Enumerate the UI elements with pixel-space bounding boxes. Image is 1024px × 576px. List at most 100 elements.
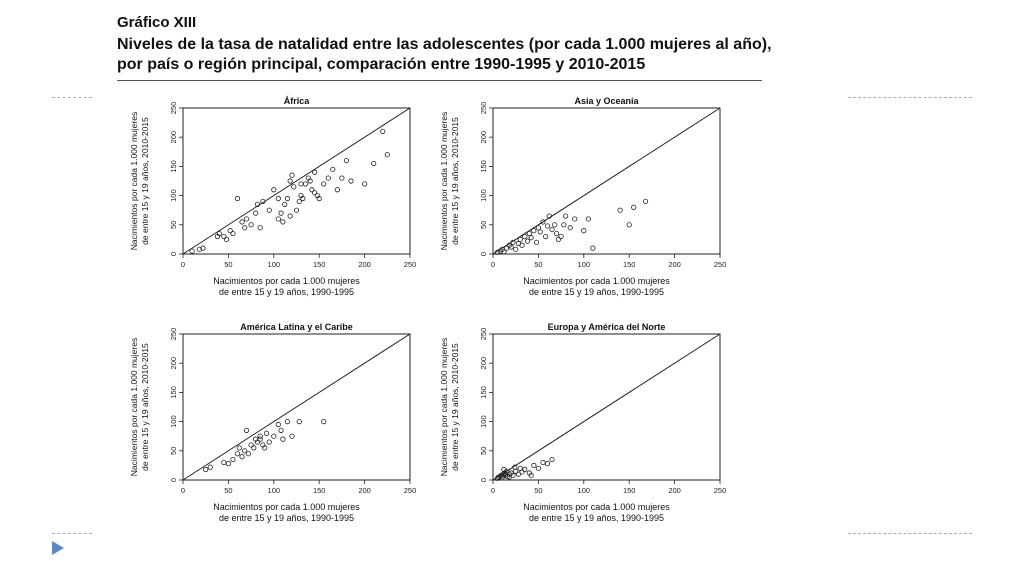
- data-point: [307, 178, 313, 184]
- x-tick-label: 250: [714, 486, 727, 495]
- data-point: [522, 466, 528, 473]
- reference-line-y-equals-x: [492, 333, 721, 481]
- data-point: [531, 462, 537, 468]
- data-point: [526, 230, 532, 237]
- data-point: [519, 469, 525, 475]
- data-point: [216, 230, 222, 237]
- data-point: [533, 239, 540, 245]
- x-tick-label: 200: [668, 260, 681, 269]
- data-point: [330, 166, 336, 172]
- data-point: [287, 178, 293, 184]
- y-tick-label: 0: [479, 252, 488, 256]
- y-tick-label: 150: [479, 386, 488, 399]
- data-point: [543, 233, 549, 240]
- y-tick-label: 200: [479, 357, 488, 370]
- data-point: [248, 442, 254, 448]
- data-point: [260, 198, 266, 205]
- y-tick-label: 200: [169, 357, 178, 370]
- data-point: [528, 472, 534, 478]
- y-tick-label: 50: [169, 221, 178, 229]
- plot-frame: [492, 333, 721, 481]
- reference-line-y-equals-x: [182, 107, 411, 255]
- data-point: [262, 445, 268, 451]
- data-point: [561, 222, 567, 228]
- y-tick-label: 250: [479, 328, 488, 341]
- x-tick-label: 250: [404, 260, 417, 269]
- next-slide-arrow-icon[interactable]: [52, 541, 64, 555]
- x-axis-label: Nacimientos por cada 1.000 mujeres: [523, 276, 670, 286]
- data-point: [506, 474, 512, 480]
- y-tick-label: 0: [169, 252, 178, 256]
- y-tick-label: 100: [169, 189, 178, 202]
- data-point: [519, 242, 525, 248]
- plot-frame: [492, 107, 721, 255]
- y-tick-label: 250: [169, 328, 178, 341]
- dashed-divider: [848, 97, 972, 98]
- data-point: [266, 207, 272, 213]
- data-point: [280, 219, 286, 225]
- data-point: [343, 157, 350, 164]
- data-point: [321, 181, 327, 187]
- x-tick-label: 100: [578, 486, 591, 495]
- data-point: [284, 418, 291, 425]
- data-point: [203, 466, 209, 473]
- data-point: [257, 225, 263, 231]
- data-point: [321, 418, 327, 425]
- data-point: [242, 225, 248, 231]
- chart-panel-2: Asia y Oceanía 0 50 100 150 200 250 0 50 100 150 20…: [439, 96, 726, 297]
- data-point: [291, 184, 297, 190]
- chart-title: África: [284, 96, 311, 106]
- data-point: [544, 461, 551, 467]
- x-tick-label: 100: [268, 260, 281, 269]
- y-axis-label: de entre 15 y 19 años, 2010-2015: [450, 117, 460, 245]
- dashed-divider: [52, 97, 92, 98]
- y-tick-label: 50: [479, 221, 488, 229]
- data-point: [239, 219, 245, 225]
- data-point: [339, 175, 345, 181]
- x-tick-label: 150: [623, 486, 636, 495]
- data-point: [275, 195, 281, 202]
- data-point: [535, 465, 542, 471]
- data-point: [243, 427, 250, 433]
- x-tick-label: 0: [491, 486, 495, 495]
- data-point: [371, 160, 377, 167]
- data-point: [257, 436, 263, 442]
- y-axis-label: Nacimientos por cada 1.000 mujeres: [129, 338, 139, 476]
- y-axis-label: Nacimientos por cada 1.000 mujeres: [439, 338, 449, 476]
- x-tick-label: 250: [404, 486, 417, 495]
- y-axis-label: de entre 15 y 19 años, 2010-2015: [140, 343, 150, 471]
- plot-frame: [182, 333, 411, 481]
- data-point: [312, 169, 318, 175]
- chart-panel-4: Europa y América del Norte 0 50 100 150 200 25…: [439, 322, 726, 523]
- data-point: [200, 245, 206, 251]
- y-tick-label: 150: [169, 386, 178, 399]
- data-point: [298, 181, 304, 187]
- data-point: [504, 468, 510, 474]
- data-point: [572, 216, 578, 222]
- data-point: [312, 190, 318, 196]
- x-tick-label: 150: [313, 486, 326, 495]
- data-point: [540, 459, 546, 466]
- y-tick-label: 100: [479, 415, 488, 428]
- data-point: [384, 152, 390, 158]
- data-point: [504, 245, 510, 251]
- data-point: [631, 204, 637, 210]
- data-point: [230, 230, 236, 237]
- data-point: [282, 201, 288, 207]
- data-point: [245, 451, 251, 457]
- data-point: [563, 213, 569, 219]
- data-point: [515, 471, 522, 477]
- data-point: [275, 421, 281, 428]
- x-axis-label: Nacimientos por cada 1.000 mujeres: [213, 502, 360, 512]
- x-axis-label: de entre 15 y 19 años, 1990-1995: [219, 513, 354, 523]
- data-point: [225, 461, 231, 467]
- chart-title: Asia y Oceanía: [574, 96, 639, 106]
- y-tick-label: 50: [169, 447, 178, 455]
- x-tick-label: 200: [358, 486, 371, 495]
- data-point: [626, 222, 632, 228]
- x-tick-label: 50: [224, 486, 232, 495]
- data-point: [296, 198, 302, 205]
- x-axis-label: de entre 15 y 19 años, 1990-1995: [219, 287, 354, 297]
- data-point: [248, 222, 254, 228]
- data-point: [189, 248, 195, 254]
